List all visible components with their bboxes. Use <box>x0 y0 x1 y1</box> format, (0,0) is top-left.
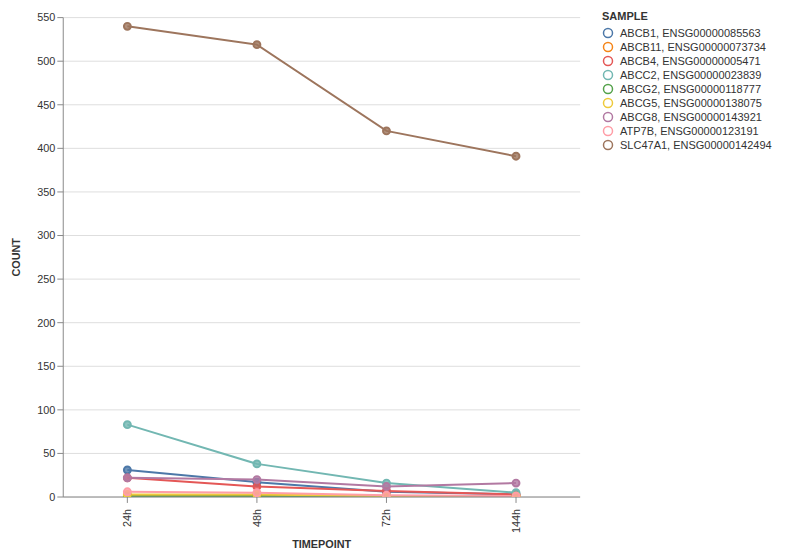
html-text:ABCC2, ENSG00000023839: ABCC2, ENSG00000023839 <box>620 69 762 81</box>
html-text:ATP7B, ENSG00000123191: ATP7B, ENSG00000123191 <box>620 125 759 137</box>
svg-text:24h: 24h <box>121 509 133 527</box>
svg-text:0: 0 <box>49 491 55 503</box>
html-text:ABCG2, ENSG00000118777: ABCG2, ENSG00000118777 <box>620 83 762 95</box>
html-text:SLC47A1, ENSG00000142494: SLC47A1, ENSG00000142494 <box>620 139 772 151</box>
svg-text:48h: 48h <box>251 509 263 527</box>
svg-text:550: 550 <box>37 11 55 23</box>
html-text:ABCB11, ENSG00000073734: ABCB11, ENSG00000073734 <box>620 41 766 53</box>
svg-text:350: 350 <box>37 186 55 198</box>
html-text:ABCG8, ENSG00000143921: ABCG8, ENSG00000143921 <box>620 111 762 123</box>
html-text:SAMPLE: SAMPLE <box>602 10 648 22</box>
svg-text:250: 250 <box>37 273 55 285</box>
html-text:ABCB1, ENSG00000085563: ABCB1, ENSG00000085563 <box>620 27 761 39</box>
svg-text:500: 500 <box>37 55 55 67</box>
html-text:ABCB4, ENSG00000005471: ABCB4, ENSG00000005471 <box>620 55 761 67</box>
svg-text:200: 200 <box>37 317 55 329</box>
svg-text:100: 100 <box>37 404 55 416</box>
html-text:ABCG5, ENSG00000138075: ABCG5, ENSG00000138075 <box>620 97 762 109</box>
svg-text:150: 150 <box>37 360 55 372</box>
svg-text:COUNT: COUNT <box>10 238 22 277</box>
svg-text:300: 300 <box>37 229 55 241</box>
svg-text:450: 450 <box>37 99 55 111</box>
svg-text:72h: 72h <box>380 509 392 527</box>
svg-text:TIMEPOINT: TIMEPOINT <box>292 538 351 550</box>
svg-text:144h: 144h <box>510 509 522 533</box>
svg-text:400: 400 <box>37 142 55 154</box>
svg-text:50: 50 <box>43 447 55 459</box>
